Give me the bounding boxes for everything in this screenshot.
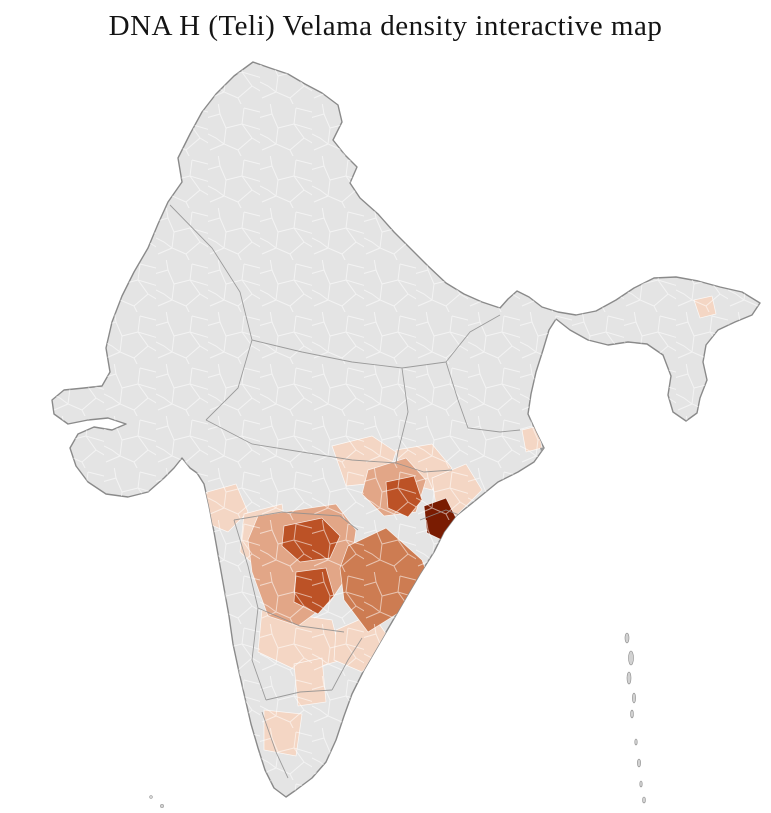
island <box>624 632 630 644</box>
island <box>637 758 641 768</box>
island <box>626 671 632 685</box>
island <box>159 803 165 809</box>
island <box>634 738 638 746</box>
state-borders <box>169 204 521 779</box>
island <box>642 796 646 804</box>
district-borders-texture <box>52 62 760 797</box>
island <box>632 692 636 704</box>
island <box>630 709 634 719</box>
andaman-islands <box>624 632 646 804</box>
island <box>628 650 634 666</box>
lakshadweep-islands <box>149 795 165 809</box>
island <box>149 795 153 799</box>
island <box>639 780 643 788</box>
page-title: DNA H (Teli) Velama density interactive … <box>108 10 663 42</box>
